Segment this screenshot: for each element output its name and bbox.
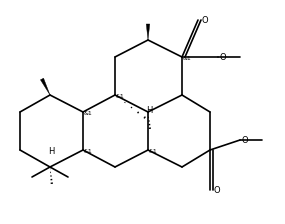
Text: H: H: [48, 147, 54, 156]
Polygon shape: [40, 78, 50, 95]
Text: O: O: [220, 52, 227, 62]
Text: O: O: [201, 15, 208, 24]
Text: &1: &1: [183, 56, 192, 61]
Text: &1: &1: [84, 111, 93, 116]
Polygon shape: [146, 24, 150, 40]
Text: &1: &1: [84, 149, 93, 154]
Text: &1: &1: [149, 149, 158, 154]
Text: &1: &1: [116, 94, 125, 99]
Text: H: H: [146, 106, 152, 115]
Text: O: O: [213, 185, 220, 194]
Text: O: O: [242, 136, 249, 144]
